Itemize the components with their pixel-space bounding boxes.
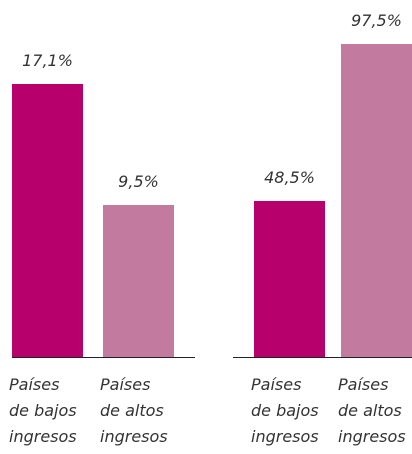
category-label: Países de altos ingresos [338,375,406,446]
value-label: 48,5% [264,168,315,188]
category-label: Países de bajos ingresos [9,375,77,446]
bar [341,44,412,357]
value-label: 17,1% [22,51,73,70]
baseline [233,357,412,358]
bar [12,84,83,357]
value-label: 9,5% [118,172,159,192]
bar [254,201,325,357]
category-label: Países de altos ingresos [100,375,168,446]
bar [103,205,174,357]
value-label: 97,5% [351,11,402,30]
baseline [12,357,195,358]
category-label: Países de bajos ingresos [251,375,319,446]
